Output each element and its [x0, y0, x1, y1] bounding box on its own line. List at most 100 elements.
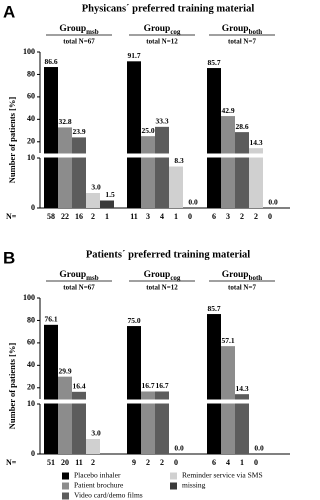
axis-break	[36, 399, 296, 404]
bar	[141, 136, 155, 208]
value-label: 25.0	[141, 126, 154, 135]
count-label: 2	[240, 212, 244, 221]
value-label: 14.3	[235, 384, 248, 393]
value-label: 29.9	[58, 366, 71, 375]
group-subscript: msb	[86, 274, 99, 282]
group-subscript: msb	[86, 28, 99, 36]
value-label: 8.3	[174, 156, 184, 165]
legend-label: Reminder service via SMS	[182, 471, 263, 480]
axis-break	[36, 153, 296, 158]
legend-swatch	[170, 482, 177, 490]
group-name: Group	[144, 24, 171, 34]
bar	[221, 116, 235, 208]
legend-label: Placebo inhaler	[74, 471, 121, 480]
bar	[155, 126, 169, 208]
y-tick-label: 0	[31, 449, 35, 458]
count-label: 2	[91, 458, 95, 467]
legend-label: Video card/demo films	[74, 491, 143, 500]
value-label: 1.5	[105, 190, 115, 199]
count-label: 9	[132, 458, 136, 467]
group-name: Group	[222, 24, 249, 34]
count-label: 16	[75, 212, 83, 221]
y-axis-label: Number of patients [%]	[7, 97, 17, 184]
y-axis-label: Number of patients [%]	[7, 343, 17, 430]
value-label: 3.0	[91, 183, 101, 192]
bar	[169, 166, 183, 208]
count-label: 0	[268, 212, 272, 221]
bar	[207, 68, 221, 208]
value-label: 57.1	[221, 336, 234, 345]
count-label: 0	[174, 458, 178, 467]
legend-swatch	[62, 482, 69, 490]
value-label: 86.6	[44, 57, 57, 66]
group-total: total N=67	[63, 284, 95, 292]
value-label: 14.3	[249, 138, 262, 147]
group-label: Groupcog	[144, 24, 181, 35]
count-label: 1	[174, 212, 178, 221]
panel-title: Physicans´ preferred training material	[82, 3, 255, 14]
group-total: total N=12	[146, 284, 178, 292]
value-label: 16.7	[155, 381, 168, 390]
value-label: 91.7	[127, 51, 140, 60]
count-label: 4	[160, 212, 164, 221]
legend-swatch	[62, 472, 69, 480]
bar	[72, 137, 86, 208]
bar	[58, 376, 72, 454]
bar	[127, 61, 141, 208]
bar	[58, 127, 72, 208]
n-label: N=	[6, 212, 17, 221]
y-tick-label: 20	[27, 137, 35, 146]
bar	[72, 391, 86, 454]
y-tick-label: 100	[23, 293, 35, 302]
bar	[235, 132, 249, 208]
y-tick-label: 100	[23, 47, 35, 56]
count-label: 0	[188, 212, 192, 221]
figure: A Physicans´ preferred training material N…	[3, 2, 296, 500]
group-subscript: both	[249, 274, 263, 282]
value-label: 32.8	[58, 117, 71, 126]
count-label: 4	[226, 458, 230, 467]
y-tick-label: 0	[31, 203, 35, 212]
group-label: Groupmsb	[59, 270, 98, 281]
y-tick-label: 20	[27, 383, 35, 392]
count-label: 20	[61, 458, 69, 467]
panel-letter: B	[3, 248, 15, 267]
value-label: 0.0	[268, 198, 278, 207]
y-tick-label: 40	[27, 360, 35, 369]
n-label: N=	[6, 458, 17, 467]
group-label: Groupcog	[144, 270, 181, 281]
panel-letter: A	[3, 2, 15, 21]
y-tick-label: 80	[27, 69, 35, 78]
value-label: 85.7	[207, 58, 220, 67]
bar	[100, 200, 114, 208]
bar	[86, 439, 100, 454]
count-label: 22	[61, 212, 69, 221]
bar	[127, 326, 141, 454]
group-name: Group	[144, 270, 171, 280]
count-label: 11	[75, 458, 83, 467]
legend-label: Patient brochure	[74, 481, 124, 490]
group-subscript: cog	[170, 28, 181, 36]
bar	[44, 324, 58, 454]
count-label: 51	[47, 458, 55, 467]
value-label: 85.7	[207, 304, 220, 313]
count-label: 0	[254, 458, 258, 467]
count-label: 3	[146, 212, 150, 221]
value-label: 75.0	[127, 316, 140, 325]
group-name: Group	[222, 270, 249, 280]
bar	[155, 391, 169, 454]
count-label: 3	[226, 212, 230, 221]
y-tick-label: 60	[27, 92, 35, 101]
bar	[235, 394, 249, 454]
group-label: Groupmsb	[59, 24, 98, 35]
bar	[86, 193, 100, 208]
y-tick-label: 40	[27, 114, 35, 123]
count-label: 58	[47, 212, 55, 221]
group-name: Group	[59, 24, 86, 34]
bar	[44, 67, 58, 208]
value-label: 42.9	[221, 106, 234, 115]
y-tick-label: 80	[27, 315, 35, 324]
group-total: total N=7	[228, 38, 256, 46]
legend-swatch	[62, 492, 69, 500]
y-tick-label: 10	[27, 399, 35, 408]
